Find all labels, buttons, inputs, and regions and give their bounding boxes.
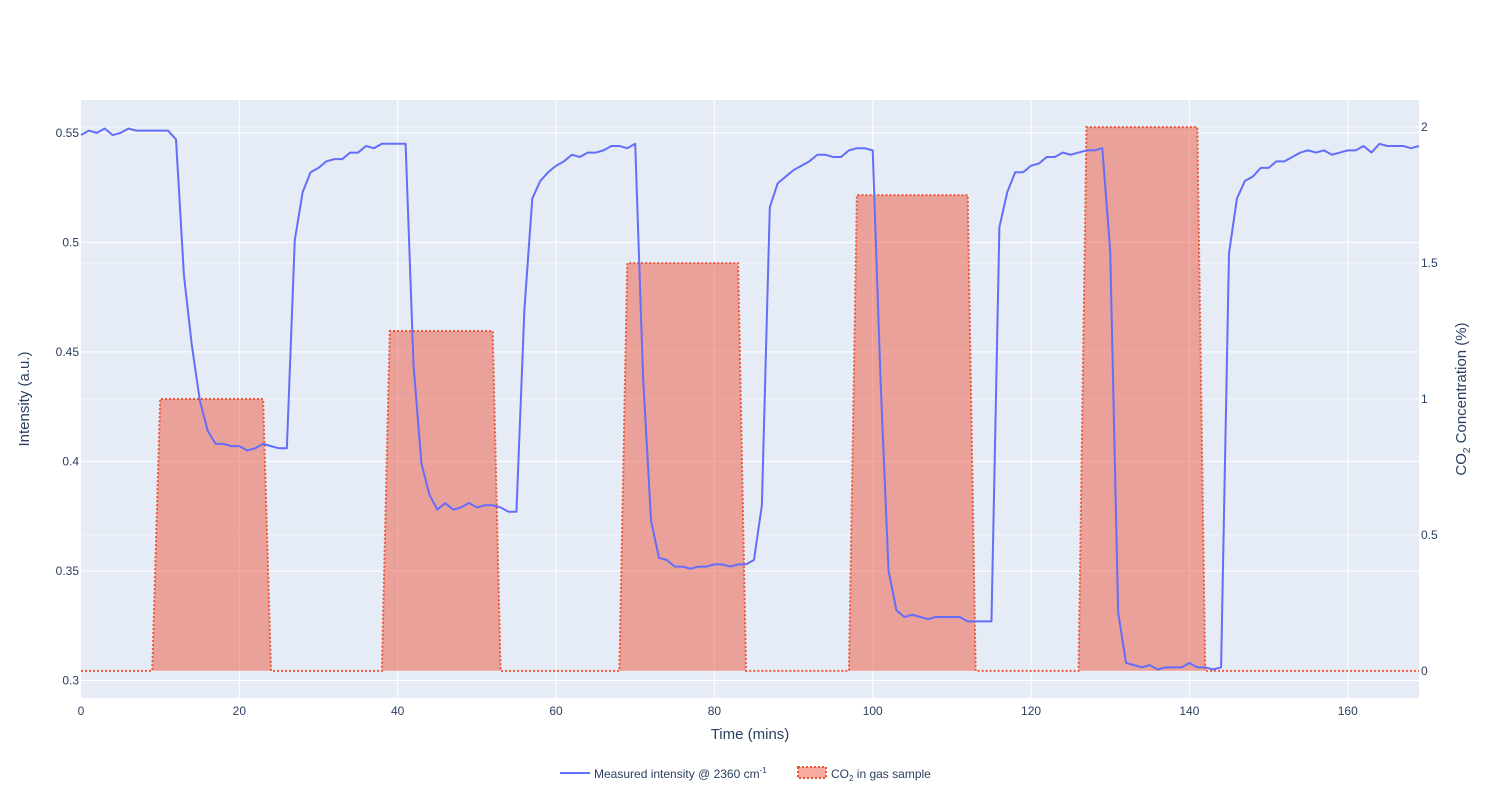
co2-line <box>81 126 1419 672</box>
legend-label-co2-suffix: in gas sample <box>853 767 931 781</box>
legend-label-co2-sub: 2 <box>849 774 854 783</box>
x-tick-label: 0 <box>78 704 85 718</box>
legend-swatch-co2[interactable] <box>797 766 827 779</box>
y-tick-label: 0.4 <box>62 454 79 468</box>
x-tick-label: 80 <box>708 704 722 718</box>
legend-label-co2[interactable]: CO2 in gas sample <box>831 767 931 783</box>
y2-axis-title-suffix: Concentration (%) <box>1453 322 1470 447</box>
y2-tick-label: 0 <box>1421 664 1428 678</box>
legend-label-intensity-sup: -1 <box>760 766 768 775</box>
x-axis-title: Time (mins) <box>711 726 790 743</box>
x-tick-label: 140 <box>1179 704 1199 718</box>
legend: Measured intensity @ 2360 cm-1 CO2 in ga… <box>560 766 931 783</box>
legend-label-intensity-main: Measured intensity @ 2360 cm <box>594 767 760 781</box>
x-tick-label: 160 <box>1338 704 1358 718</box>
co2-series <box>81 126 1419 672</box>
y-tick-label: 0.35 <box>56 564 80 578</box>
y-tick-label: 0.45 <box>56 345 80 359</box>
x-tick-label: 100 <box>863 704 883 718</box>
y-tick-label: 0.3 <box>62 673 79 687</box>
y2-axis-ticks: 0 0.5 1 1.5 2 <box>1421 120 1438 678</box>
x-tick-label: 120 <box>1021 704 1041 718</box>
legend-label-co2-main: CO <box>831 767 849 781</box>
y2-tick-label: 1 <box>1421 392 1428 406</box>
intensity-line <box>80 127 1420 671</box>
x-tick-label: 20 <box>233 704 247 718</box>
intensity-series <box>80 127 1420 671</box>
y-tick-label: 0.5 <box>62 235 79 249</box>
y2-tick-label: 0.5 <box>1421 528 1438 542</box>
x-axis-ticks: 0 20 40 60 80 100 120 140 160 <box>78 704 1358 718</box>
y2-axis-title-prefix: CO <box>1453 453 1470 476</box>
y-axis-title: Intensity (a.u.) <box>16 351 33 446</box>
y2-axis-title-sub: 2 <box>1462 447 1473 453</box>
y2-tick-label: 1.5 <box>1421 256 1438 270</box>
y2-axis-title: CO2 Concentration (%) <box>1453 322 1473 475</box>
x-tick-label: 40 <box>391 704 405 718</box>
y2-tick-label: 2 <box>1421 120 1428 134</box>
y-tick-label: 0.55 <box>56 126 80 140</box>
x-tick-label: 60 <box>549 704 563 718</box>
legend-label-intensity[interactable]: Measured intensity @ 2360 cm-1 <box>594 766 767 781</box>
y-axis-ticks: 0.3 0.35 0.4 0.45 0.5 0.55 <box>56 126 80 688</box>
